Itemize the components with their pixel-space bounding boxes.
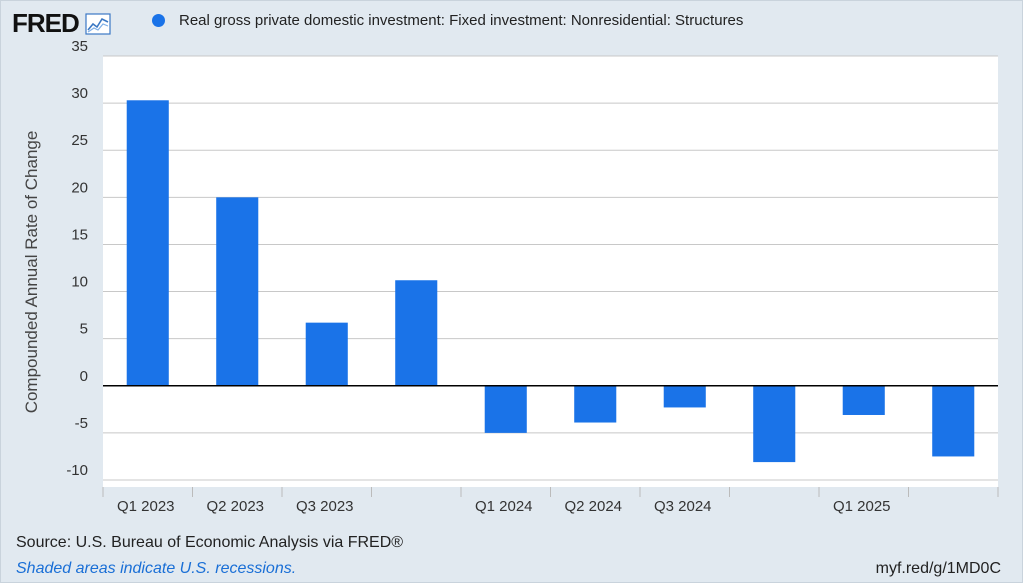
y-tick-label: -5 [75,415,88,432]
bar[interactable] [395,280,438,386]
legend-label: Real gross private domestic investment: … [179,12,744,29]
x-axis-ticks: Q1 2023 Q2 2023 Q3 2023 Q1 2024 Q2 2024 Q3 20… [102,487,999,515]
bar[interactable] [663,385,706,408]
y-tick-label: 35 [71,38,88,55]
source-citation: Source: U.S. Bureau of Economic Analysis… [16,534,404,551]
y-tick-label: 15 [71,226,88,243]
bar[interactable] [484,385,527,433]
x-tick-label: Q1 2024 [475,498,533,515]
x-tick-label: Q3 2023 [296,498,354,515]
x-tick-label: Q3 2024 [654,498,712,515]
legend-marker [152,14,165,27]
x-tick-label: Q2 2024 [564,498,622,515]
y-tick-label: 0 [80,368,88,385]
legend: Real gross private domestic investment: … [152,12,743,29]
y-axis-ticks: 35 30 25 20 15 10 5 0 -5 -10 [66,38,88,479]
y-tick-label: 5 [80,321,88,338]
y-tick-label: -10 [66,462,88,479]
y-axis-label: Compounded Annual Rate of Change [22,131,41,414]
y-tick-label: 20 [71,179,88,196]
x-tick-label: Q1 2023 [117,498,175,515]
bar[interactable] [932,385,975,457]
y-tick-label: 25 [71,132,88,149]
bar[interactable] [842,385,885,415]
line-graph-icon [85,13,111,35]
bar[interactable] [753,385,796,463]
x-tick-label: Q1 2025 [833,498,891,515]
x-tick-label: Q2 2023 [206,498,264,515]
bar[interactable] [216,197,259,386]
y-tick-label: 30 [71,85,88,102]
y-tick-label: 10 [71,274,88,291]
bar[interactable] [305,322,348,386]
header: FRED [12,8,111,38]
bar[interactable] [126,100,169,386]
recession-note: Shaded areas indicate U.S. recessions. [16,560,297,577]
bars [126,100,975,463]
short-url-link[interactable]: myf.red/g/1MD0C [875,560,1001,577]
bar[interactable] [574,385,617,423]
fred-logo[interactable]: FRED [12,7,80,38]
